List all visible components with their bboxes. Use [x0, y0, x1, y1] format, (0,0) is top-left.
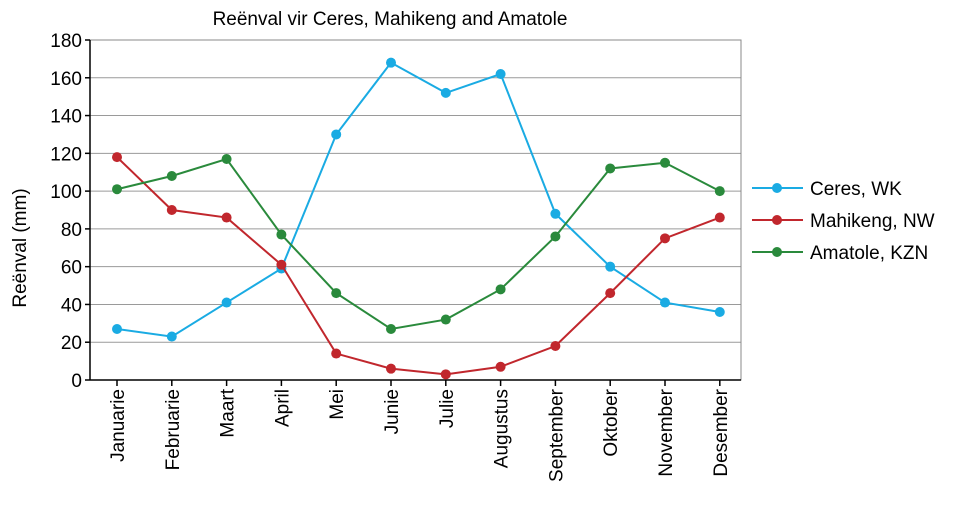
legend-label: Ceres, WK [810, 179, 902, 200]
x-tick-label: Maart [218, 388, 239, 437]
data-point [112, 152, 122, 163]
data-point [714, 212, 725, 223]
series-amatole-kzn [112, 154, 725, 334]
data-point [440, 369, 451, 380]
y-axis: 0 20 40 60 80 100 120 140 160 180 [50, 31, 741, 392]
y-tick-label: 0 [71, 371, 82, 392]
data-point [331, 129, 342, 140]
series-mahikeng-nw [112, 152, 725, 380]
data-point [221, 297, 232, 308]
data-point [166, 171, 177, 181]
y-axis-label: Reënval (mm) [10, 188, 31, 307]
y-tick-label: 140 [50, 107, 82, 128]
series-line [116, 156, 721, 376]
data-point [221, 212, 232, 223]
x-tick-label: Februarie [163, 389, 184, 470]
data-point [112, 324, 122, 334]
legend-marker [772, 183, 782, 193]
x-axis: Januarie Februarie Maart April Mei Junie Julie… [108, 380, 732, 482]
data-point [386, 324, 396, 334]
y-tick-label: 80 [61, 220, 82, 241]
data-point [331, 288, 342, 299]
legend-marker [772, 215, 782, 225]
data-point [495, 361, 506, 372]
y-tick-label: 40 [61, 295, 82, 316]
x-tick-label: Junie [382, 389, 403, 434]
data-point [550, 208, 561, 219]
data-point [605, 288, 616, 299]
series-ceres-wk [112, 57, 725, 342]
x-tick-label: Augustus [492, 389, 513, 468]
data-point [605, 163, 616, 174]
y-tick-label: 100 [50, 182, 82, 203]
legend-marker [772, 247, 782, 257]
data-point [331, 348, 342, 359]
data-point [550, 231, 561, 242]
data-point [386, 57, 396, 68]
data-point [714, 307, 725, 317]
x-tick-label: Januarie [108, 389, 129, 462]
x-tick-label: Oktober [601, 388, 622, 456]
legend: Ceres, WK Mahikeng, NW Amatole, KZN [752, 179, 935, 264]
y-tick-label: 160 [50, 69, 82, 90]
data-point [714, 186, 725, 197]
y-tick-label: 20 [61, 333, 82, 354]
legend-label: Amatole, KZN [810, 243, 928, 264]
data-point [660, 233, 670, 244]
data-point [440, 87, 451, 98]
series-layer [112, 57, 725, 380]
data-point [660, 157, 670, 168]
data-point [440, 314, 451, 325]
legend-label: Mahikeng, NW [810, 211, 935, 232]
data-point [660, 297, 670, 308]
y-tick-label: 60 [61, 258, 82, 279]
x-tick-label: November [656, 388, 677, 476]
y-tick-label: 180 [50, 31, 82, 52]
series-line [116, 61, 720, 338]
data-point [112, 184, 122, 195]
x-tick-label: September [546, 388, 567, 482]
data-point [276, 229, 287, 240]
x-tick-label: Desember [711, 388, 732, 476]
data-point [166, 205, 177, 215]
data-point [221, 154, 232, 164]
plot-frame [89, 39, 742, 381]
data-point [495, 69, 506, 79]
data-point [550, 341, 561, 351]
x-tick-label: Julie [437, 389, 458, 428]
y-tick-label: 120 [50, 144, 82, 165]
x-tick-label: April [272, 389, 293, 427]
data-point [276, 259, 287, 270]
gridlines [90, 39, 741, 343]
data-point [605, 261, 616, 272]
chart-title: Reënval vir Ceres, Mahikeng and Amatole [213, 9, 568, 30]
data-point [386, 363, 396, 374]
data-point [495, 284, 506, 295]
data-point [166, 331, 177, 342]
series-line [116, 157, 721, 331]
x-tick-label: Mei [327, 389, 348, 420]
